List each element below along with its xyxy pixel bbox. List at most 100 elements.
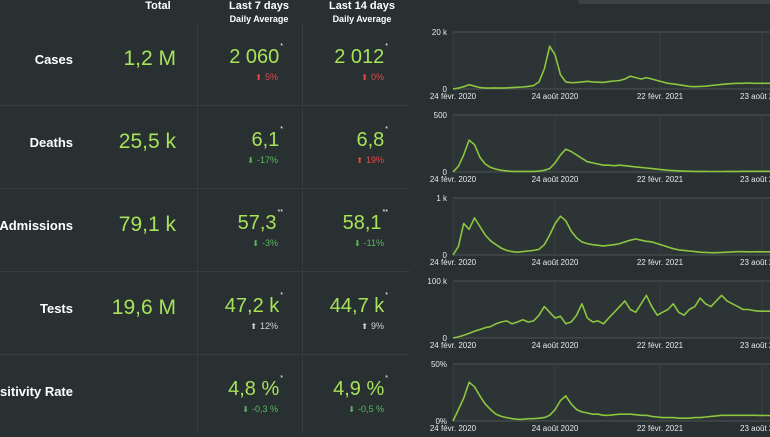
avg-14day-change: ⬆ 9% xyxy=(361,321,384,331)
arrow-up-icon: ⬆ xyxy=(250,322,257,331)
header-last7: Last 7 days Daily Average xyxy=(229,0,289,24)
avg-14day-value: 6,8* xyxy=(356,126,388,151)
x-tick-label: 24 août 2020 xyxy=(532,424,579,433)
trend-chart-svg: 50% 0%24 févr. 2020 24 août 2020 22 févr. 2… xyxy=(430,360,770,433)
top-scrollbar-stub xyxy=(578,0,770,4)
row-divider xyxy=(0,354,410,355)
trend-chart-svg: 20 k 024 févr. 2020 24 août 2020 22 févr. 2… xyxy=(430,28,770,101)
metric-total: 25,5 k xyxy=(118,130,176,153)
x-tick-label: 24 août 2020 xyxy=(532,92,579,101)
avg-7day-change: ⬆ 5% xyxy=(255,72,278,82)
arrow-up-icon: ⬆ xyxy=(356,156,363,165)
header-last14: Last 14 days Daily Average xyxy=(328,0,396,24)
footnote-marker: ** xyxy=(382,209,388,216)
x-tick-label: 22 févr. 2021 xyxy=(637,92,684,101)
y-tick-label: 0 xyxy=(443,168,448,177)
x-tick-label: 22 févr. 2021 xyxy=(637,258,684,267)
metric-label: Deaths xyxy=(29,135,73,150)
avg-14day-change: ⬇ -11% xyxy=(353,238,384,248)
column-divider xyxy=(197,22,198,433)
metric-label: Tests xyxy=(40,301,73,316)
metric-row: al Admissions 79,1 k 57,3** ⬇-3% 58,1** ⬇-11%… xyxy=(0,188,770,271)
arrow-down-icon: ⬇ xyxy=(247,156,254,165)
y-tick-label: 0 xyxy=(443,251,448,260)
header-total: Total xyxy=(145,0,171,12)
arrow-up-icon: ⬆ xyxy=(255,73,262,82)
row-divider xyxy=(0,271,410,272)
arrow-down-icon: ⬇ xyxy=(353,239,361,248)
metric-label: al Admissions xyxy=(0,218,73,233)
avg-7day-value: 6,1* xyxy=(251,126,283,151)
avg-14day-value: 4,9 %* xyxy=(333,375,388,400)
metric-total: 79,1 k xyxy=(118,213,176,236)
metric-label: ositivity Rate xyxy=(0,384,73,399)
avg-14day-change: ⬆ 0% xyxy=(361,72,384,82)
footnote-marker: * xyxy=(280,43,283,50)
footnote-marker: * xyxy=(385,375,388,382)
x-tick-label: 24 août 2020 xyxy=(532,258,579,267)
x-tick-label: 24 févr. 2020 xyxy=(430,341,477,350)
y-tick-label: 1 k xyxy=(436,194,448,203)
trend-chart[interactable]: 20 k 0 24 févr. 2020 24 août 2020 22 févr. 2… xyxy=(410,22,770,105)
x-tick-label: 23 août 2 xyxy=(740,341,770,350)
footnote-marker: ** xyxy=(277,209,283,216)
y-tick-label: 0 xyxy=(443,334,448,343)
arrow-down-icon: ⬇ xyxy=(252,239,259,248)
avg-7day-value: 4,8 %* xyxy=(228,375,283,400)
plot-area xyxy=(453,32,770,89)
plot-area xyxy=(453,115,770,172)
series-line xyxy=(452,294,770,339)
series-line xyxy=(452,139,770,173)
avg-7day-change: ⬇ -17% xyxy=(247,155,278,165)
arrow-up-icon: ⬆ xyxy=(361,73,368,82)
arrow-down-icon: ⬇ xyxy=(348,405,355,414)
avg-14day-value: 44,7 k* xyxy=(329,292,388,317)
avg-7day-value: 2 060* xyxy=(229,43,283,68)
y-tick-label: 20 k xyxy=(432,28,448,37)
x-tick-label: 22 févr. 2021 xyxy=(637,341,684,350)
x-tick-label: 23 août 2 xyxy=(740,175,770,184)
footnote-marker: * xyxy=(385,292,388,299)
series-line xyxy=(452,381,770,422)
footnote-marker: * xyxy=(385,43,388,50)
footnote-marker: * xyxy=(280,292,283,299)
series-line xyxy=(452,45,770,90)
x-tick-label: 22 févr. 2021 xyxy=(637,175,684,184)
avg-7day-change: ⬇ -0,3 % xyxy=(242,404,278,414)
y-tick-label: 0 xyxy=(443,85,448,94)
avg-7day-value: 57,3** xyxy=(237,209,283,234)
trend-chart[interactable]: 500 0 24 févr. 2020 24 août 2020 22 févr. 20… xyxy=(410,105,770,188)
avg-7day-change: ⬇ -3% xyxy=(252,238,278,248)
x-tick-label: 24 août 2020 xyxy=(532,175,579,184)
y-tick-label: 50% xyxy=(431,360,447,369)
avg-14day-change: ⬇ -0,5 % xyxy=(348,404,384,414)
avg-7day-value: 47,2 k* xyxy=(224,292,283,317)
metric-row: Deaths 25,5 k 6,1* ⬇ -17% 6,8* ⬆ 19% 500 0 24 févr… xyxy=(0,105,770,188)
trend-chart[interactable]: 100 k 0 24 févr. 2020 24 août 2020 22 févr. … xyxy=(410,271,770,354)
y-tick-label: 0% xyxy=(435,417,447,426)
plot-area xyxy=(453,198,770,255)
metric-total: 19,6 M xyxy=(111,296,176,319)
footnote-marker: * xyxy=(280,375,283,382)
column-divider xyxy=(302,22,303,433)
avg-14day-change: ⬆ 19% xyxy=(356,155,384,165)
metric-row: Cases 1,2 M 2 060* ⬆ 5% 2 012* ⬆ 0% 20 k 0 24 févr… xyxy=(0,22,770,105)
avg-14day-value: 2 012* xyxy=(334,43,388,68)
x-tick-label: 24 févr. 2020 xyxy=(430,175,477,184)
plot-area xyxy=(453,364,770,421)
avg-14day-value: 58,1** xyxy=(342,209,388,234)
trend-chart-svg: 1 k 024 févr. 2020 24 août 2020 22 févr. 20… xyxy=(430,194,770,267)
x-tick-label: 24 août 2020 xyxy=(532,341,579,350)
trend-chart[interactable]: 1 k 0 24 févr. 2020 24 août 2020 22 févr. 20… xyxy=(410,188,770,271)
y-tick-label: 500 xyxy=(434,111,448,120)
series-line xyxy=(452,215,770,256)
arrow-up-icon: ⬆ xyxy=(361,322,368,331)
metric-label: Cases xyxy=(34,52,73,67)
metric-total: 1,2 M xyxy=(123,47,176,70)
trend-chart[interactable]: 50% 0% 24 févr. 2020 24 août 2020 22 févr. 2… xyxy=(410,354,770,437)
arrow-down-icon: ⬇ xyxy=(242,405,249,414)
x-tick-label: 23 août 2 xyxy=(740,92,770,101)
row-divider xyxy=(0,105,410,106)
avg-7day-change: ⬆ 12% xyxy=(250,321,278,331)
trend-chart-svg: 100 k 024 févr. 2020 24 août 2020 22 févr. … xyxy=(427,277,770,350)
